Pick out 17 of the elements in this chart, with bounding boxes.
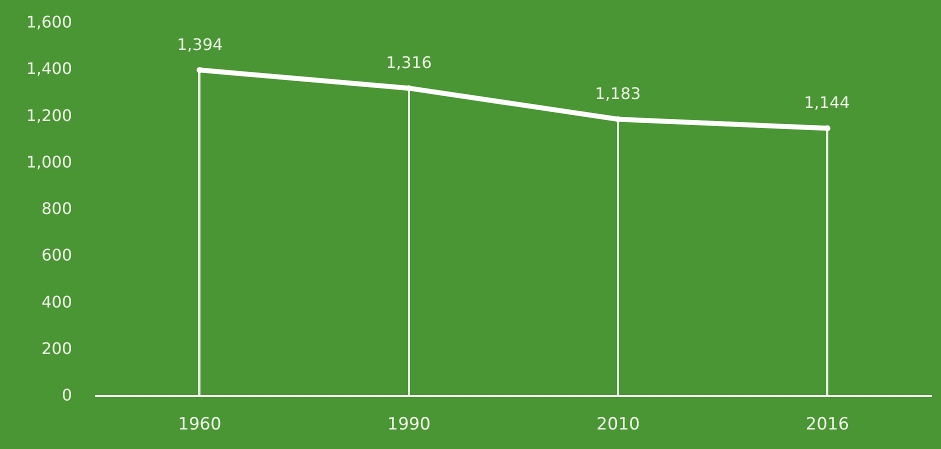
x-tick-label: 2010	[596, 414, 640, 434]
y-tick-label: 600	[41, 246, 72, 265]
y-tick-label: 1,600	[26, 12, 72, 32]
y-tick-label: 800	[41, 199, 72, 218]
y-tick-label: 200	[41, 338, 72, 358]
y-tick-label: 400	[41, 292, 72, 312]
x-tick-label: 2016	[806, 414, 850, 434]
data-label: 1,144	[804, 93, 850, 112]
y-tick-label: 1,400	[26, 59, 72, 78]
y-tick-label: 1,200	[26, 106, 72, 125]
x-tick-label: 1990	[387, 414, 431, 434]
data-label: 1,394	[177, 35, 223, 54]
x-tick-label: 1960	[178, 414, 222, 434]
y-tick-label: 0	[62, 386, 72, 405]
y-tick-label: 1,000	[26, 152, 72, 172]
data-label: 1,316	[386, 53, 432, 72]
data-label: 1,183	[595, 84, 641, 103]
